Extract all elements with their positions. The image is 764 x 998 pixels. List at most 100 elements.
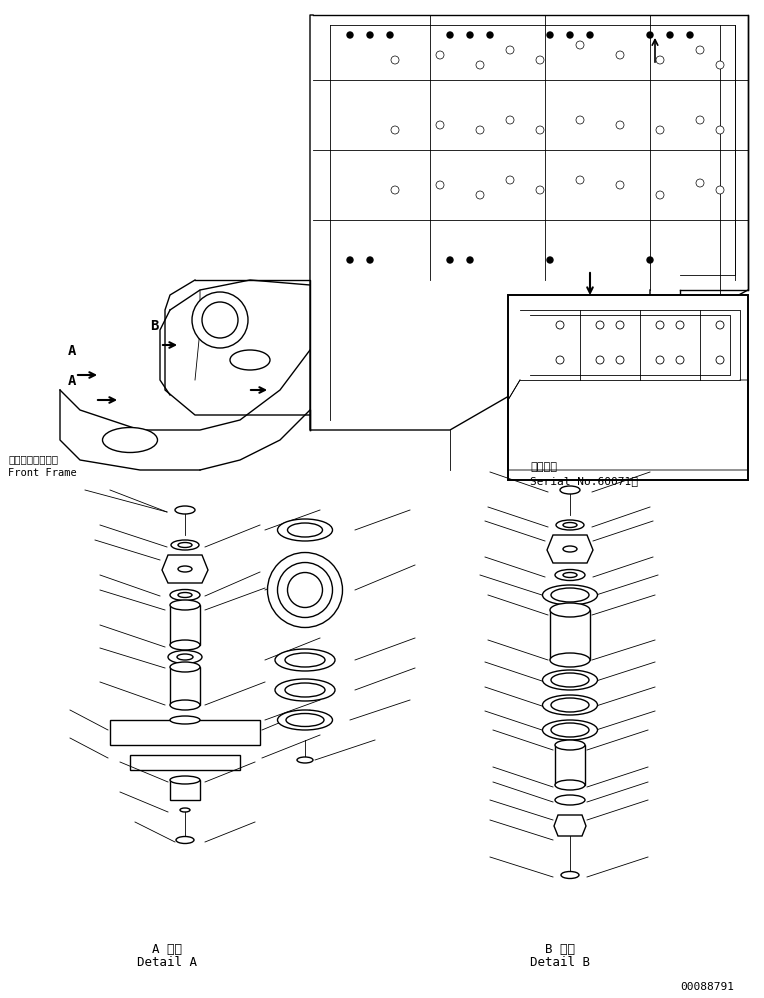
Ellipse shape <box>170 716 200 724</box>
Ellipse shape <box>277 519 332 541</box>
Circle shape <box>616 121 624 129</box>
Circle shape <box>656 126 664 134</box>
Circle shape <box>347 257 353 263</box>
Ellipse shape <box>285 683 325 697</box>
Ellipse shape <box>287 573 322 608</box>
Circle shape <box>536 186 544 194</box>
Text: A: A <box>68 344 76 358</box>
Ellipse shape <box>563 523 577 528</box>
Circle shape <box>536 56 544 64</box>
Ellipse shape <box>178 543 192 548</box>
Ellipse shape <box>170 600 200 610</box>
Ellipse shape <box>550 603 590 617</box>
Text: A 詳細: A 詳細 <box>152 943 182 956</box>
Ellipse shape <box>560 486 580 494</box>
Ellipse shape <box>277 563 332 618</box>
Circle shape <box>616 321 624 329</box>
Ellipse shape <box>171 540 199 550</box>
Text: Detail A: Detail A <box>137 956 197 969</box>
Circle shape <box>506 116 514 124</box>
Ellipse shape <box>170 662 200 672</box>
Ellipse shape <box>555 780 585 790</box>
Circle shape <box>647 32 653 38</box>
Circle shape <box>467 32 473 38</box>
Circle shape <box>476 126 484 134</box>
Circle shape <box>447 32 453 38</box>
Circle shape <box>656 191 664 199</box>
Ellipse shape <box>178 593 192 598</box>
Circle shape <box>347 32 353 38</box>
Text: Front Frame: Front Frame <box>8 468 76 478</box>
Polygon shape <box>170 605 200 645</box>
Circle shape <box>567 32 573 38</box>
Ellipse shape <box>550 653 590 667</box>
Circle shape <box>656 321 664 329</box>
Ellipse shape <box>168 651 202 664</box>
Text: B: B <box>150 319 158 333</box>
Circle shape <box>556 356 564 364</box>
Polygon shape <box>550 610 590 660</box>
Ellipse shape <box>286 714 324 727</box>
Circle shape <box>576 41 584 49</box>
Text: B 詳細: B 詳細 <box>545 943 575 956</box>
Text: A: A <box>68 374 76 388</box>
Polygon shape <box>130 755 240 770</box>
Circle shape <box>576 176 584 184</box>
Circle shape <box>676 356 684 364</box>
Circle shape <box>667 32 673 38</box>
Ellipse shape <box>297 757 313 763</box>
Ellipse shape <box>277 710 332 730</box>
Circle shape <box>616 356 624 364</box>
Circle shape <box>192 292 248 348</box>
Polygon shape <box>555 745 585 785</box>
Ellipse shape <box>542 670 597 690</box>
Circle shape <box>536 126 544 134</box>
Ellipse shape <box>563 573 577 578</box>
Circle shape <box>676 321 684 329</box>
Circle shape <box>696 116 704 124</box>
Ellipse shape <box>563 546 577 552</box>
Polygon shape <box>170 780 200 800</box>
Circle shape <box>391 186 399 194</box>
Ellipse shape <box>542 585 597 605</box>
Circle shape <box>202 302 238 338</box>
Circle shape <box>467 257 473 263</box>
Ellipse shape <box>176 836 194 843</box>
Circle shape <box>506 46 514 54</box>
Circle shape <box>696 46 704 54</box>
Circle shape <box>367 32 373 38</box>
Text: Serial No.60071～: Serial No.60071～ <box>530 476 638 486</box>
Ellipse shape <box>561 871 579 878</box>
Polygon shape <box>110 720 260 745</box>
Ellipse shape <box>102 427 157 452</box>
Circle shape <box>487 32 493 38</box>
Circle shape <box>656 56 664 64</box>
Ellipse shape <box>542 695 597 715</box>
Circle shape <box>576 116 584 124</box>
Text: 00088791: 00088791 <box>680 982 734 992</box>
Circle shape <box>547 32 553 38</box>
Ellipse shape <box>555 570 585 581</box>
Circle shape <box>647 257 653 263</box>
Circle shape <box>436 51 444 59</box>
Circle shape <box>716 126 724 134</box>
Ellipse shape <box>542 720 597 740</box>
Ellipse shape <box>275 649 335 671</box>
Ellipse shape <box>556 520 584 530</box>
Ellipse shape <box>175 506 195 514</box>
Circle shape <box>587 32 593 38</box>
Circle shape <box>596 321 604 329</box>
Polygon shape <box>162 555 208 583</box>
Polygon shape <box>554 815 586 836</box>
Circle shape <box>391 56 399 64</box>
Ellipse shape <box>177 654 193 660</box>
Text: 適用号機: 適用号機 <box>530 462 557 472</box>
Circle shape <box>476 191 484 199</box>
Circle shape <box>716 321 724 329</box>
Ellipse shape <box>275 679 335 701</box>
Circle shape <box>696 179 704 187</box>
Circle shape <box>616 181 624 189</box>
Ellipse shape <box>178 566 192 572</box>
Polygon shape <box>508 295 748 480</box>
Ellipse shape <box>180 808 190 812</box>
